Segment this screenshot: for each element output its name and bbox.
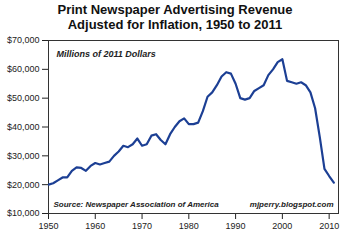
svg-text:1970: 1970 [132, 221, 152, 231]
svg-text:mjperry.blogspot.com: mjperry.blogspot.com [250, 200, 334, 209]
html-text:Adjusted for Inflation, 1950 t: Adjusted for Inflation, 1950 to 2011 [67, 17, 283, 32]
svg-text:Source: Newspaper Association: Source: Newspaper Association of America [54, 200, 220, 209]
svg-text:2010: 2010 [319, 221, 339, 231]
svg-text:2000: 2000 [272, 221, 292, 231]
svg-text:Millions of 2011 Dollars: Millions of 2011 Dollars [57, 49, 156, 59]
svg-text:$50,000: $50,000 [7, 93, 40, 103]
html-text:Print Newspaper Advertising Re: Print Newspaper Advertising Revenue [57, 2, 293, 17]
svg-text:$20,000: $20,000 [7, 180, 40, 190]
svg-text:1950: 1950 [38, 221, 58, 231]
svg-text:1980: 1980 [179, 221, 199, 231]
svg-text:1960: 1960 [85, 221, 105, 231]
svg-text:1990: 1990 [226, 221, 246, 231]
svg-text:$40,000: $40,000 [7, 122, 40, 132]
svg-text:$30,000: $30,000 [7, 151, 40, 161]
svg-text:$60,000: $60,000 [7, 64, 40, 74]
svg-text:$70,000: $70,000 [7, 35, 40, 45]
svg-text:$10,000: $10,000 [7, 208, 40, 218]
